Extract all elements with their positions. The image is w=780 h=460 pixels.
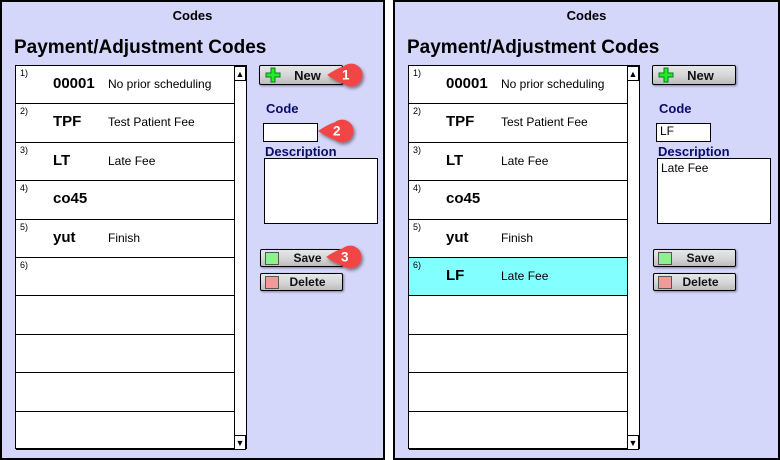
svg-text:1: 1 bbox=[342, 67, 350, 82]
svg-text:3: 3 bbox=[341, 249, 349, 264]
svg-text:2: 2 bbox=[333, 124, 341, 139]
